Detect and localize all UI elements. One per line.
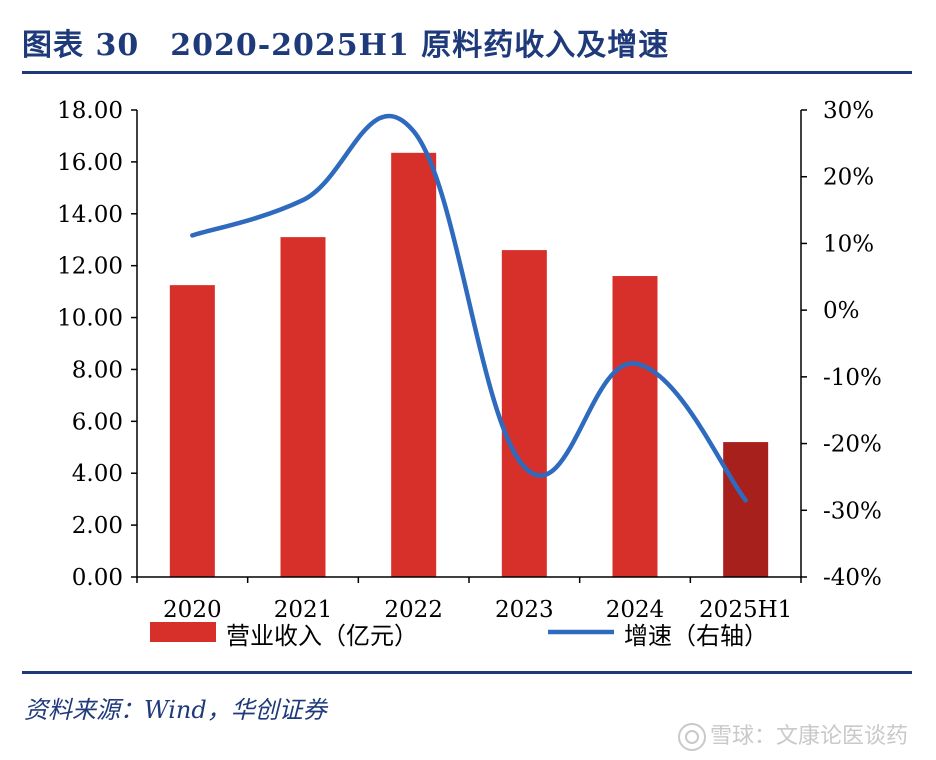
right-tick-label: 10% (823, 231, 874, 257)
x-axis: 2020 2021 2022 2023 2024 2025H1 (136, 577, 802, 623)
left-tick-label: 16.00 (57, 150, 123, 176)
left-axis: 0.00 2.00 4.00 6.00 8.00 10.00 12.00 14.00 16.00… (57, 98, 137, 591)
left-tick-label: 4.00 (72, 461, 123, 487)
bottom-rule (22, 671, 912, 674)
bar-series (169, 152, 769, 577)
bar-2025H1 (723, 442, 769, 577)
right-tick-label: -30% (823, 498, 882, 524)
left-tick-label: 12.00 (57, 254, 123, 280)
legend-bar-label: 营业收入（亿元） (226, 622, 418, 650)
left-tick-label: 10.00 (57, 306, 123, 332)
right-tick-label: -20% (823, 432, 882, 458)
watermark-text: 雪球：文康论医谈药 (709, 724, 908, 749)
bar-2021 (280, 237, 326, 577)
bar-2020 (169, 285, 215, 577)
x-tick-label: 2021 (274, 597, 333, 623)
chart-title: 图表 30 2020-2025H1 原料药收入及增速 (22, 28, 670, 63)
chart: 0.00 2.00 4.00 6.00 8.00 10.00 12.00 14.00 16.00… (57, 98, 882, 650)
axes-lines (136, 110, 802, 578)
bar-2024 (612, 276, 658, 577)
left-tick-label: 14.00 (57, 202, 123, 228)
left-tick-label: 8.00 (72, 357, 123, 383)
right-tick-label: 0% (823, 298, 860, 324)
left-tick-label: 6.00 (72, 409, 123, 435)
right-tick-label: 30% (823, 98, 874, 124)
x-tick-label: 2024 (606, 597, 665, 623)
left-tick-label: 0.00 (72, 565, 123, 591)
right-tick-label: -10% (823, 365, 882, 391)
right-axis: -40% -30% -20% -10% 0% 10% 20% 30% (801, 98, 882, 591)
x-tick-label: 2020 (163, 597, 222, 623)
growth-line (190, 113, 748, 503)
x-tick-label: 2025H1 (699, 597, 792, 623)
title-bar: 图表 30 2020-2025H1 原料药收入及增速 (22, 20, 912, 70)
x-tick-label: 2023 (495, 597, 554, 623)
bar-2022 (391, 152, 437, 577)
left-tick-label: 18.00 (57, 98, 123, 124)
left-tick-label: 2.00 (72, 513, 123, 539)
top-rule (22, 71, 912, 74)
legend-line-label: 增速（右轴） (624, 622, 768, 650)
right-tick-label: 20% (823, 165, 874, 191)
right-tick-label: -40% (823, 565, 882, 591)
legend: 营业收入（亿元） 增速（右轴） (150, 622, 768, 650)
legend-bar-swatch (150, 622, 216, 642)
watermark: 雪球：文康论医谈药 (677, 718, 908, 751)
line-series (190, 113, 748, 503)
x-tick-label: 2022 (384, 597, 443, 623)
bar-2023 (501, 250, 547, 577)
snowball-logo-icon (677, 723, 706, 751)
source-note: 资料来源：Wind，华创证券 (24, 696, 327, 724)
